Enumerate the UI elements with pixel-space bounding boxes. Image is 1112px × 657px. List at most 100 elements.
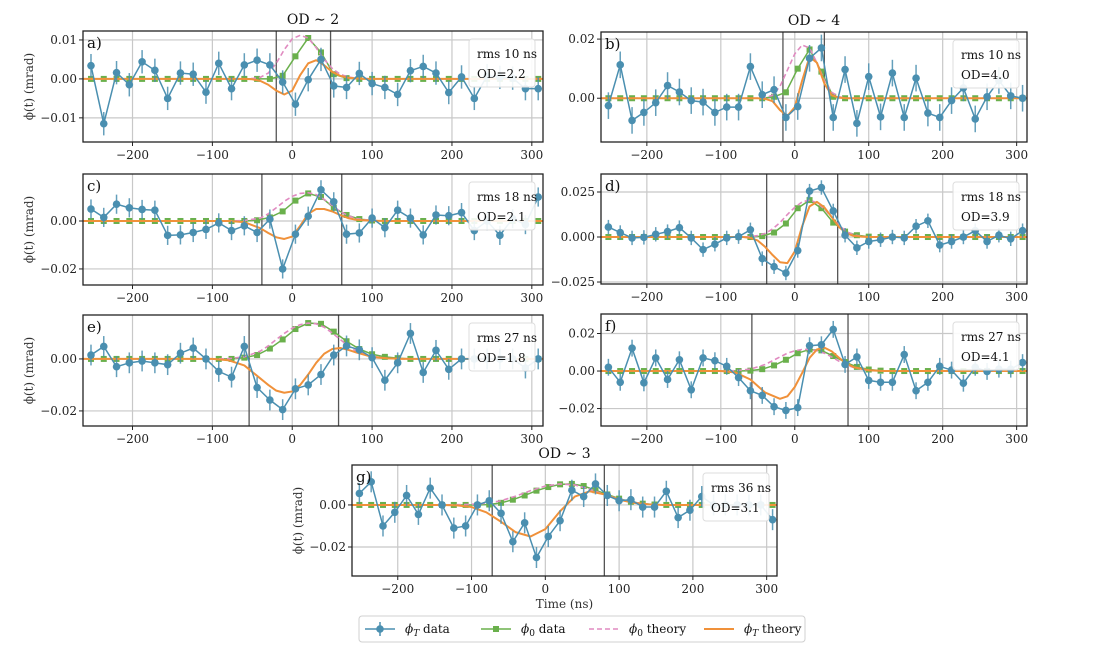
panel-c: −200 −100 0 100 200 300 −0.02 0.00 c) ϕ(t) (mrad)… (22, 173, 544, 305)
phiT-data-point (770, 262, 778, 271)
phiT-data-point (568, 486, 576, 495)
phiT-data-point (768, 515, 777, 524)
info-rms: rms 10 ns (961, 48, 1021, 62)
phiT-data-point (770, 402, 778, 411)
phiT-data-point (496, 231, 504, 240)
phiT-data-point (419, 231, 428, 239)
phiT-data-point (432, 211, 440, 219)
phiT-data-point (227, 84, 236, 93)
phi0-data-point (794, 205, 801, 212)
plot-area (601, 180, 1027, 281)
phiT-data-point (189, 228, 198, 237)
phiT-data-point (687, 385, 696, 394)
legend-item-phi0_data: ϕ0 data (481, 622, 566, 639)
phiT-data-point (983, 92, 991, 101)
y-tick-label: −0.02 (558, 402, 595, 416)
phiT-data-point (734, 232, 743, 241)
phiT-data-point (457, 208, 466, 217)
phi0-data-point (343, 211, 350, 218)
x-tick-label: 100 (608, 582, 631, 596)
phiT-data-point (876, 378, 885, 387)
phi0-data-point (305, 35, 312, 42)
phiT-data-point (125, 359, 134, 367)
phiT-data-point (227, 373, 236, 381)
phiT-data-point (317, 186, 325, 194)
phi0-theory-curve (83, 191, 543, 222)
phiT-data-point (876, 113, 885, 121)
x-tick-label: 300 (520, 432, 543, 446)
phiT-data-point (912, 386, 920, 395)
phiT-data-point (426, 484, 435, 492)
phi0-theory-curve (83, 34, 543, 80)
phiT-data-point (782, 406, 790, 415)
phiT-data-point (329, 82, 338, 90)
axes-frame (82, 314, 544, 427)
phiT-data-point (291, 385, 300, 393)
phiT-data-point (406, 66, 415, 75)
phiT-data-point (444, 88, 453, 97)
phiT-data-point (355, 346, 364, 354)
phiT-data-point (368, 79, 376, 88)
phiT-data-point (240, 61, 249, 69)
phiT-data-point (651, 230, 660, 239)
phiT-data-point (419, 368, 428, 377)
x-tick-label: 0 (791, 148, 799, 162)
info-box-frame (952, 181, 1020, 231)
phiT-data-point (1006, 235, 1015, 243)
phiT-data-point (888, 69, 897, 77)
phiT-data-point (278, 78, 287, 86)
phiT-data-point (444, 211, 453, 220)
info-rms: rms 27 ns (961, 330, 1021, 344)
phiT-data-point (485, 496, 494, 505)
x-tick-label: −200 (116, 432, 149, 446)
phiT-data-point (995, 231, 1003, 240)
phiT-data-point (628, 116, 636, 125)
x-tick-label: 200 (441, 432, 464, 446)
phiT-data-point (924, 378, 932, 387)
legend-label: ϕT data (405, 622, 450, 639)
phiT-data-point (1018, 358, 1027, 367)
phi0-data-point (794, 65, 801, 72)
phiT-data-point (924, 217, 932, 225)
x-tick-label: 300 (1005, 290, 1028, 304)
phiT-data-point (900, 113, 909, 122)
axes-frame (600, 173, 1028, 285)
phiT-data-point (616, 228, 625, 237)
phiT-data-point (604, 101, 613, 110)
x-tick-label: −200 (630, 432, 663, 446)
info-rms: rms 18 ns (477, 190, 537, 204)
phiT-data-point (266, 215, 274, 223)
panel-a: −200 −100 0 100 200 300 −0.01 0.00 0.01 a) OD ∼ 2 ϕ… (22, 12, 544, 162)
phi0-data-point (254, 217, 261, 224)
phiT-data-point (438, 501, 446, 509)
phi0-data-point (818, 205, 825, 212)
phiT-data-point (628, 344, 636, 352)
phiT-data-point (163, 94, 172, 103)
phiT-data-point (342, 342, 351, 350)
phi0-data-point (771, 229, 778, 236)
phiT-data-point (935, 362, 944, 371)
phiT-data-point (556, 516, 564, 525)
phiT-data-point (947, 237, 956, 246)
y-tick-label: 0.00 (50, 352, 77, 366)
phiT-data-point (329, 198, 338, 206)
x-tick-label: 100 (361, 148, 384, 162)
x-tick-label: −100 (704, 432, 737, 446)
legend-item-phiT_data: ϕT data (365, 622, 450, 639)
phi0-data-point (830, 353, 837, 360)
x-tick-label: −100 (704, 290, 737, 304)
phiT-data-point (853, 353, 861, 361)
phiT-data-point (711, 108, 719, 117)
y-tick-label: −0.02 (40, 262, 77, 276)
info-box: rms 27 ns OD=1.8 (468, 322, 537, 372)
phiT-data-point (534, 84, 543, 93)
phiT-data-point (603, 491, 612, 500)
phiT-data-point (746, 386, 755, 395)
phiT-data-point (151, 359, 159, 367)
phiT-data-point (662, 487, 671, 496)
phiT-data-point (138, 205, 146, 214)
info-box: rms 27 ns OD=4.1 (952, 321, 1021, 371)
phiT-data-point (900, 350, 909, 359)
phi0-data-point (521, 492, 528, 499)
phiT-data-point (87, 205, 95, 213)
